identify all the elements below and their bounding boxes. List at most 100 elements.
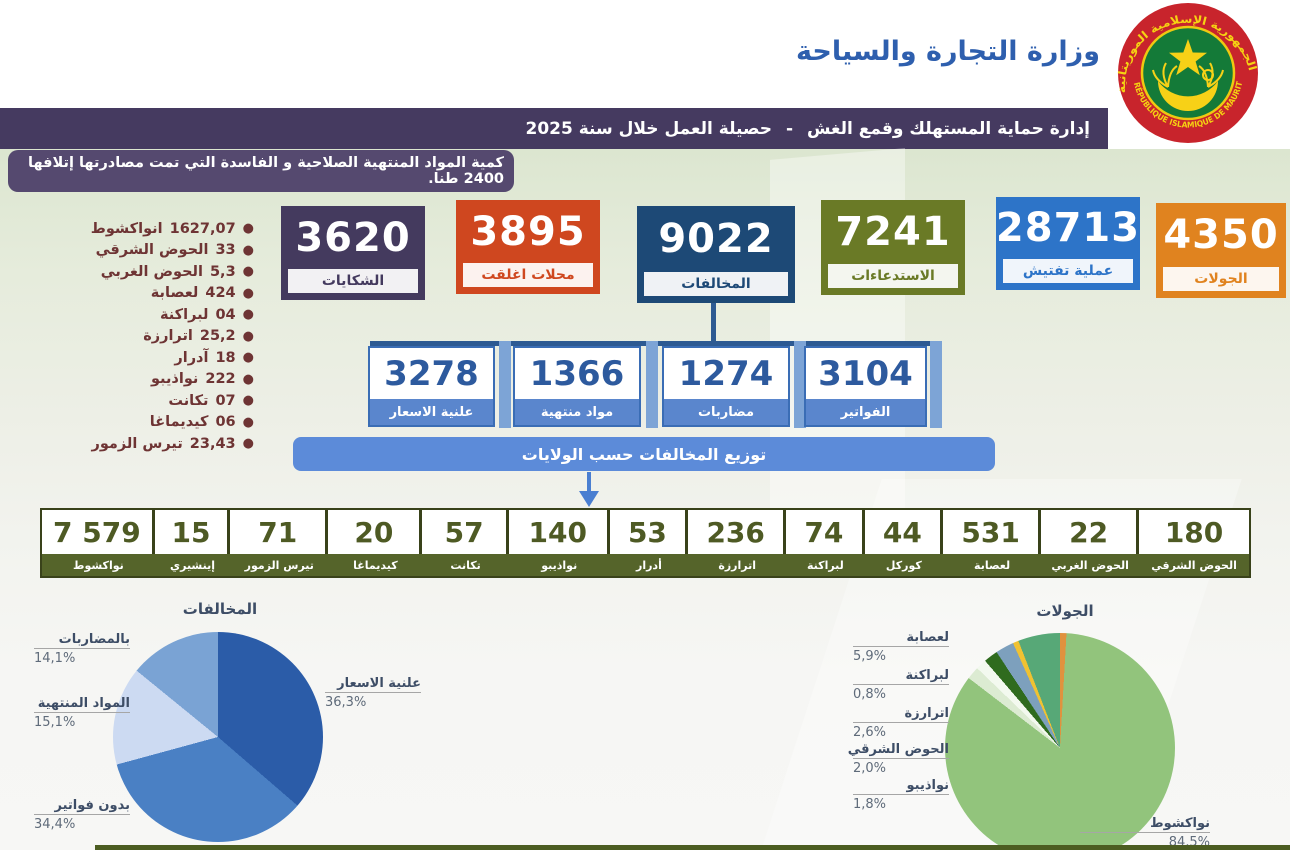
cell-label: الحوض الغربي bbox=[1051, 558, 1129, 572]
bullet-icon: ● bbox=[242, 371, 254, 387]
stat-value: 3895 bbox=[470, 208, 586, 255]
cell-label: تكانت bbox=[450, 558, 481, 572]
table-cell: 15 إينشيري bbox=[154, 510, 231, 576]
cell-value: 57 bbox=[422, 510, 509, 554]
item-value: 1627,07 bbox=[169, 220, 236, 237]
violation-type-value: 1274 bbox=[678, 353, 774, 394]
bullet-icon: ● bbox=[242, 414, 254, 430]
tonnage-list: ● 1627,07 انواكشوط ● 33 الحوض الشرقي ● 5,3 الح… bbox=[22, 218, 260, 455]
distribution-banner: توزيع المخالفات حسب الولايات bbox=[293, 437, 995, 471]
cell-label: نواكشوط bbox=[73, 558, 124, 572]
cell-value: 140 bbox=[508, 510, 610, 554]
violation-type-label: مواد منتهية bbox=[515, 399, 639, 425]
item-value: 25,2 bbox=[199, 328, 236, 345]
bullet-icon: ● bbox=[242, 264, 254, 280]
bullet-icon: ● bbox=[242, 436, 254, 452]
item-label: كيديماغا bbox=[149, 414, 209, 431]
pie-label-nouadhibou: نواذيبو 1,8% bbox=[853, 778, 949, 812]
item-label: انواكشوط bbox=[90, 220, 163, 237]
pie-label-hodh-charghi: الحوض الشرقي 2,0% bbox=[847, 742, 949, 776]
cell-value: 22 bbox=[1041, 510, 1140, 554]
item-label: آدرار bbox=[174, 349, 209, 366]
table-cell: 74 لبراكنة bbox=[786, 510, 865, 576]
table-cell: 71 تيرس الزمور bbox=[230, 510, 329, 576]
cell-value: 74 bbox=[786, 510, 865, 554]
stat-box-complaints: 3620 الشكايات bbox=[281, 206, 425, 300]
item-value: 222 bbox=[205, 371, 236, 388]
connector-stub bbox=[646, 341, 658, 428]
stat-value: 9022 bbox=[658, 216, 774, 262]
item-value: 06 bbox=[215, 414, 236, 431]
cell-value: 15 bbox=[154, 510, 231, 554]
pie-label-assaba: لعصابة 5,9% bbox=[853, 630, 949, 664]
item-label: الحوض الشرقي bbox=[95, 242, 209, 259]
report-period: حصيلة العمل خلال سنة 2025 bbox=[525, 118, 772, 139]
violations-pie bbox=[113, 632, 323, 842]
cell-label: تيرس الزمور bbox=[244, 558, 314, 572]
stat-label: محلات اغلقت bbox=[463, 263, 593, 287]
item-label: تكانت bbox=[168, 392, 209, 409]
list-item: ● 5,3 الحوض الغربي bbox=[22, 261, 260, 283]
list-item: ● 04 لبراكنة bbox=[22, 304, 260, 326]
table-cell: 57 تكانت bbox=[422, 510, 509, 576]
item-value: 04 bbox=[215, 306, 236, 323]
cell-value: 7 579 bbox=[42, 510, 155, 554]
confiscation-note: كمية المواد المنتهية الصلاحية و الفاسدة … bbox=[8, 150, 514, 192]
header: وزارة التجارة والسياحة إدارة حماية المست… bbox=[0, 0, 1290, 149]
stat-box-tours: 4350 الجولات bbox=[1156, 203, 1286, 298]
cell-label: أدرار bbox=[636, 558, 662, 572]
list-item: ● 222 نواذيبو bbox=[22, 369, 260, 391]
violation-type-label: الفواتير bbox=[806, 399, 925, 425]
violation-type-value: 1366 bbox=[529, 353, 625, 394]
item-value: 23,43 bbox=[189, 435, 236, 452]
bullet-icon: ● bbox=[242, 393, 254, 409]
stat-box-closed-shops: 3895 محلات اغلقت bbox=[456, 200, 600, 294]
bullet-icon: ● bbox=[242, 285, 254, 301]
bullet-icon: ● bbox=[242, 307, 254, 323]
pie-label-price-display: علنية الاسعار 36,3% bbox=[325, 676, 421, 710]
tours-pie bbox=[945, 633, 1175, 850]
violation-type-value: 3278 bbox=[384, 353, 479, 394]
item-value: 07 bbox=[215, 392, 236, 409]
pie-label-speculation: بالمضاربات 14,1% bbox=[34, 632, 130, 666]
violations-pie-chart: المخالفات بالمضاربات 14,1% المواد المنته… bbox=[20, 598, 450, 850]
stat-value: 4350 bbox=[1163, 212, 1279, 258]
item-value: 5,3 bbox=[209, 263, 236, 280]
list-item: ● 1627,07 انواكشوط bbox=[22, 218, 260, 240]
violation-type-label: مضاربات bbox=[664, 399, 788, 425]
cell-label: إينشيري bbox=[170, 558, 216, 572]
violation-type-box-speculation: 1274 مضاربات bbox=[662, 346, 790, 427]
cell-value: 180 bbox=[1139, 510, 1249, 554]
item-label: تيرس الزمور bbox=[91, 435, 183, 452]
cell-value: 71 bbox=[230, 510, 329, 554]
footer-bar bbox=[95, 845, 1290, 850]
cell-label: كيديماغا bbox=[353, 558, 398, 572]
table-cell: 20 كيديماغا bbox=[328, 510, 423, 576]
bullet-icon: ● bbox=[242, 242, 254, 258]
stat-label: الشكايات bbox=[288, 269, 418, 293]
table-cell: 236 اترارزة bbox=[688, 510, 787, 576]
seal-palm-icon bbox=[1152, 62, 1178, 88]
violation-type-box-prices: 3278 علنية الاسعار bbox=[368, 346, 495, 427]
seal-crescent-icon bbox=[1158, 81, 1218, 111]
list-item: ● 23,43 تيرس الزمور bbox=[22, 433, 260, 455]
violations-by-wilaya-table: 7 579 نواكشوط 15 إينشيري 71 تيرس الزمور 20 ك… bbox=[40, 508, 1251, 578]
stat-value: 28713 bbox=[995, 205, 1141, 251]
table-cell: 7 579 نواكشوط bbox=[42, 510, 155, 576]
stat-label: المخالفات bbox=[644, 272, 788, 296]
cell-value: 531 bbox=[943, 510, 1042, 554]
table-cell: 180 الحوض الشرقي bbox=[1139, 510, 1249, 576]
cell-value: 44 bbox=[864, 510, 944, 554]
stat-box-violations: 9022 المخالفات bbox=[637, 206, 795, 303]
violation-type-box-expired: 1366 مواد منتهية bbox=[513, 346, 641, 427]
list-item: ● 424 لعصابة bbox=[22, 283, 260, 305]
chart-title: الجولات bbox=[1036, 602, 1094, 620]
item-label: لبراكنة bbox=[159, 306, 209, 323]
table-cell: 44 كوركل bbox=[864, 510, 944, 576]
connector-stub bbox=[499, 341, 511, 428]
item-label: الحوض الغربي bbox=[100, 263, 203, 280]
table-cell: 531 لعصابة bbox=[943, 510, 1042, 576]
stat-box-inspections: 28713 عملية تفتيش bbox=[996, 197, 1140, 290]
table-cell: 140 نواذيبو bbox=[508, 510, 610, 576]
